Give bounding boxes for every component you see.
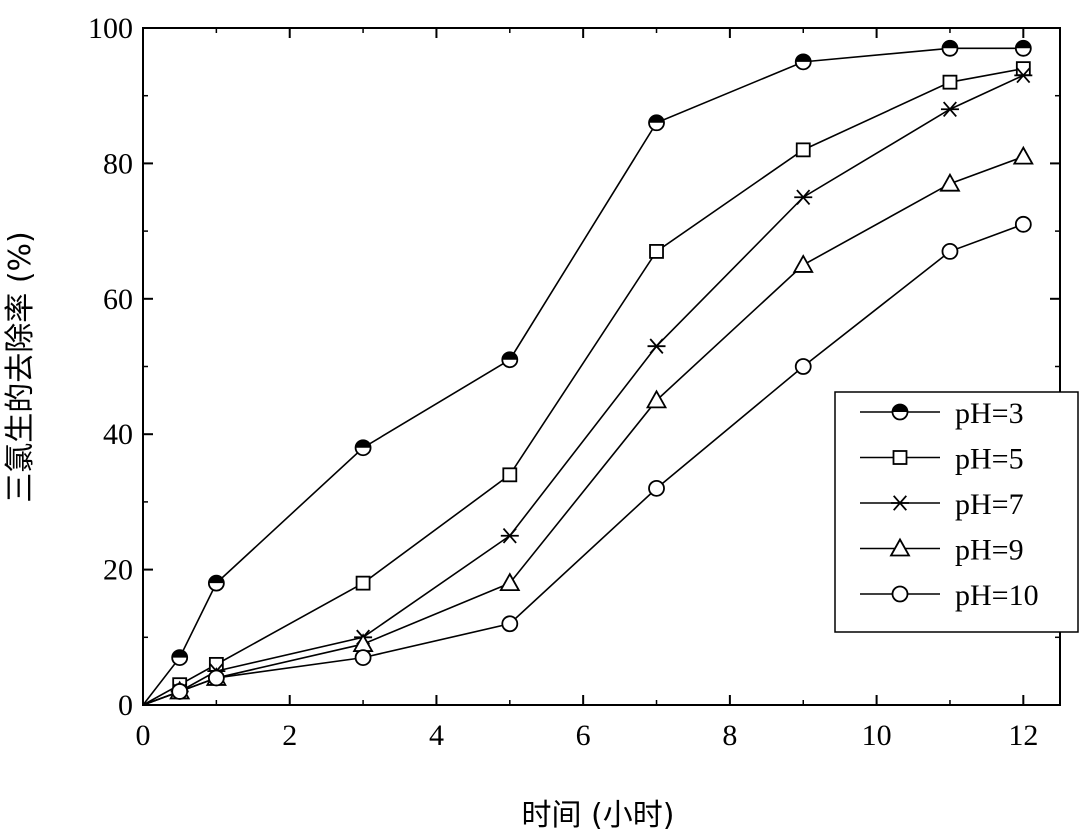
data-point [794,358,812,375]
x-tick-label: 4 [429,719,444,752]
x-axis-title: 时间 (小时) [522,798,675,833]
data-point [500,527,519,544]
data-point [941,243,959,260]
data-point [1015,61,1031,77]
x-tick-label: 2 [282,719,297,752]
legend-label: pH=7 [955,488,1024,521]
legend-label: pH=3 [955,397,1024,430]
data-point [892,450,908,465]
y-tick-label: 20 [103,554,133,587]
data-point [942,74,958,90]
x-tick-label: 0 [136,719,151,752]
legend-item: pH=9 [860,534,1024,567]
data-point [645,389,668,409]
legend-item: pH=10 [860,579,1039,612]
data-point [941,39,959,57]
data-point [207,574,225,592]
y-tick-label: 60 [103,283,133,316]
y-tick-label: 80 [103,147,133,180]
data-point [648,114,665,132]
data-point [648,479,665,497]
data-point [891,585,909,603]
data-point [355,575,371,591]
legend-item: pH=7 [860,488,1024,521]
data-point [891,403,909,421]
x-tick-label: 12 [1008,719,1038,752]
data-point [171,683,189,700]
data-point [647,338,666,354]
data-point [354,649,372,667]
data-point [891,495,909,511]
series-ph-3 [142,39,1032,706]
data-point [940,101,959,118]
legend-label: pH=9 [955,534,1024,567]
data-point [1014,39,1032,57]
legend-item: pH=5 [860,443,1024,476]
legend-label: pH=5 [955,443,1024,476]
x-tick-label: 10 [862,719,892,752]
data-point [171,649,189,667]
data-point [499,572,521,592]
data-point [501,615,519,633]
x-tick-label: 8 [722,719,737,752]
data-point [889,537,911,557]
series-ph-10 [142,215,1032,706]
data-point [794,53,812,71]
data-point [207,669,225,687]
data-point [501,351,519,369]
data-point [1012,145,1034,165]
data-point [795,142,811,158]
data-point [939,172,961,192]
legend-item: pH=3 [860,397,1024,430]
y-tick-label: 40 [103,418,133,451]
y-tick-label: 0 [118,689,133,722]
x-tick-label: 6 [576,719,591,752]
legend-box [834,391,1079,633]
legend: pH=3 pH=5 pH=7 pH=9 pH=10 [834,391,1079,633]
data-point [1014,215,1032,233]
axes: 0 2 4 6 8 10 12 0 20 40 60 80 100 [88,12,1061,752]
legend-label: pH=10 [955,579,1039,612]
y-axis-title: 三氯生的去除率 (%) [3,231,38,502]
series-layer [142,39,1034,706]
y-tick-label: 100 [88,12,133,45]
data-point [794,189,813,206]
data-point [354,439,372,457]
data-point [502,467,518,483]
data-point [792,254,814,273]
data-point [1014,67,1033,84]
data-point [649,244,664,259]
